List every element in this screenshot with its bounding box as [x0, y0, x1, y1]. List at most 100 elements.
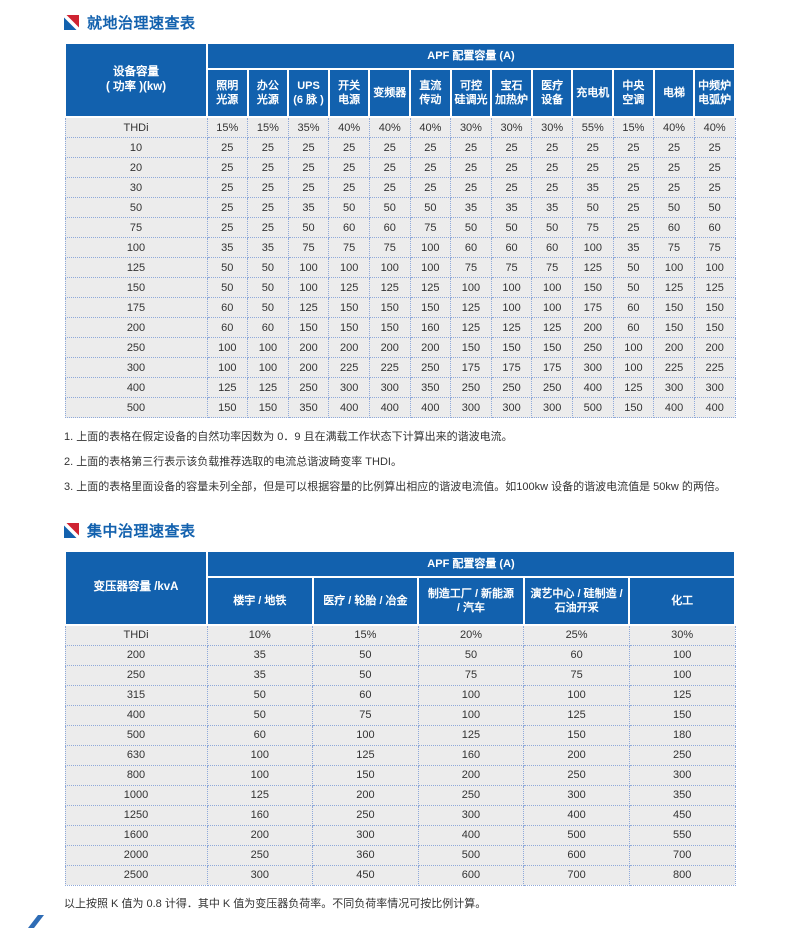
table-cell: 100	[247, 357, 289, 378]
table-cell: 75	[368, 237, 411, 258]
table-cell: 60	[312, 684, 419, 706]
column-header: UPS (6 脉 )	[287, 68, 330, 118]
column-header: 开关 电源	[327, 68, 371, 118]
column-header: 直流 传动	[409, 68, 452, 118]
table-cell: 75	[490, 257, 533, 278]
table-cell: 250	[571, 337, 614, 358]
table-cell: 60	[490, 237, 533, 258]
table-cell: 100	[571, 237, 614, 258]
table-cell: 150	[653, 297, 695, 318]
table-cell: 250	[287, 377, 330, 398]
table-cell: 300	[312, 824, 419, 846]
table-cell: 500	[417, 844, 525, 866]
table-cell: 125	[328, 277, 370, 298]
section-title-local: 就地治理速查表	[64, 12, 736, 33]
table-cell: 25	[409, 137, 452, 158]
table-cell: 250	[523, 764, 630, 786]
table-cell: 35	[490, 197, 533, 218]
table-cell: 60	[206, 724, 314, 746]
table-cell: 225	[368, 357, 411, 378]
table-cell: 150	[409, 297, 452, 318]
table-cell: 200	[693, 337, 736, 358]
table-cell: 180	[628, 724, 736, 746]
table-cell: 25	[612, 157, 655, 178]
column-header: 楼宇 / 地铁	[206, 575, 314, 626]
table-cell: 250	[312, 804, 419, 826]
table-cell: 100	[409, 237, 452, 258]
table-cell: 175	[531, 357, 573, 378]
table-cell: 25	[368, 157, 411, 178]
table-cell: 30%	[531, 116, 573, 138]
table-cell: 300	[693, 377, 736, 398]
table-cell: 60	[368, 217, 411, 238]
table-cell: 350	[287, 397, 330, 418]
table-cell: 700	[628, 844, 736, 866]
table-cell: 100	[490, 297, 533, 318]
table-cell: 100	[287, 257, 330, 278]
table-cell: 75	[450, 257, 492, 278]
table-cell: 200	[287, 337, 330, 358]
table-cell: 125	[628, 684, 736, 706]
table-cell: 150	[368, 317, 411, 338]
table-row: 75 25 25 50 60 60 75 50 50 50 75 25 60 60	[64, 217, 736, 238]
table-cell: 125	[417, 724, 525, 746]
table-cell: 100	[490, 277, 533, 298]
table-cell: 75	[417, 664, 525, 686]
table-cell: 25	[612, 217, 655, 238]
table-row: 200 35 50 50 60 100	[64, 644, 736, 666]
table-cell: 20%	[417, 624, 525, 646]
row-label: 630	[64, 744, 208, 766]
table-cell: 150	[328, 317, 370, 338]
table-row: 20 25 25 25 25 25 25 25 25 25 25 25 25 25	[64, 157, 736, 178]
table-cell: 75	[312, 704, 419, 726]
row-label: 150	[64, 277, 208, 298]
table-row: 175 60 50 125 150 150 150 125 100 100 175 60 150 150	[64, 297, 736, 318]
table-cell: 25	[328, 177, 370, 198]
local-treatment-table: 设备容量 ( 功率 )(kw) APF 配置容量 (A) 照明 光源 办公 光源 UPS…	[64, 42, 736, 418]
page-content: 就地治理速查表 设备容量 ( 功率 )(kw) APF 配置容量 (A) 照明光…	[64, 12, 736, 913]
table-cell: 50	[612, 257, 655, 278]
table-cell: 60	[247, 317, 289, 338]
table-cell: 50	[206, 257, 249, 278]
table-cell: 150	[328, 297, 370, 318]
table-cell: 300	[628, 764, 736, 786]
table-cell: 25	[247, 157, 289, 178]
row-label: 200	[64, 644, 208, 666]
table-cell: 25	[490, 137, 533, 158]
table-cell: 150	[287, 317, 330, 338]
table-cell: 25	[490, 157, 533, 178]
table-cell: 125	[490, 317, 533, 338]
row-label: 250	[64, 664, 208, 686]
table-cell: 25	[693, 157, 736, 178]
table-cell: 200	[287, 357, 330, 378]
column-header: 充电机	[571, 68, 615, 118]
table-cell: 25	[328, 157, 370, 178]
table-cell: 200	[409, 337, 452, 358]
table-cell: 200	[417, 764, 525, 786]
table-cell: 60	[531, 237, 573, 258]
column-header: 中频炉 电弧炉	[693, 68, 736, 118]
table-cell: 40%	[409, 116, 452, 138]
table-cell: 50	[247, 257, 289, 278]
table-cell: 30%	[450, 116, 492, 138]
table-cell: 25	[328, 137, 370, 158]
row-label: 400	[64, 377, 208, 398]
table-cell: 60	[653, 217, 695, 238]
table-cell: 100	[417, 684, 525, 706]
table-cell: 100	[628, 664, 736, 686]
table-cell: 160	[206, 804, 314, 826]
flag-icon	[64, 15, 79, 30]
table-cell: 300	[328, 377, 370, 398]
row-label: 1250	[64, 804, 208, 826]
table-cell: 25%	[523, 624, 630, 646]
table-cell: 225	[328, 357, 370, 378]
table-cell: 300	[523, 784, 630, 806]
table-cell: 100	[206, 744, 314, 766]
table-cell: 160	[417, 744, 525, 766]
table-cell: 100	[612, 357, 655, 378]
table-cell: 150	[612, 397, 655, 418]
table-cell: 15%	[247, 116, 289, 138]
table-cell: 300	[531, 397, 573, 418]
table-cell: 400	[653, 397, 695, 418]
table-cell: 150	[206, 397, 249, 418]
